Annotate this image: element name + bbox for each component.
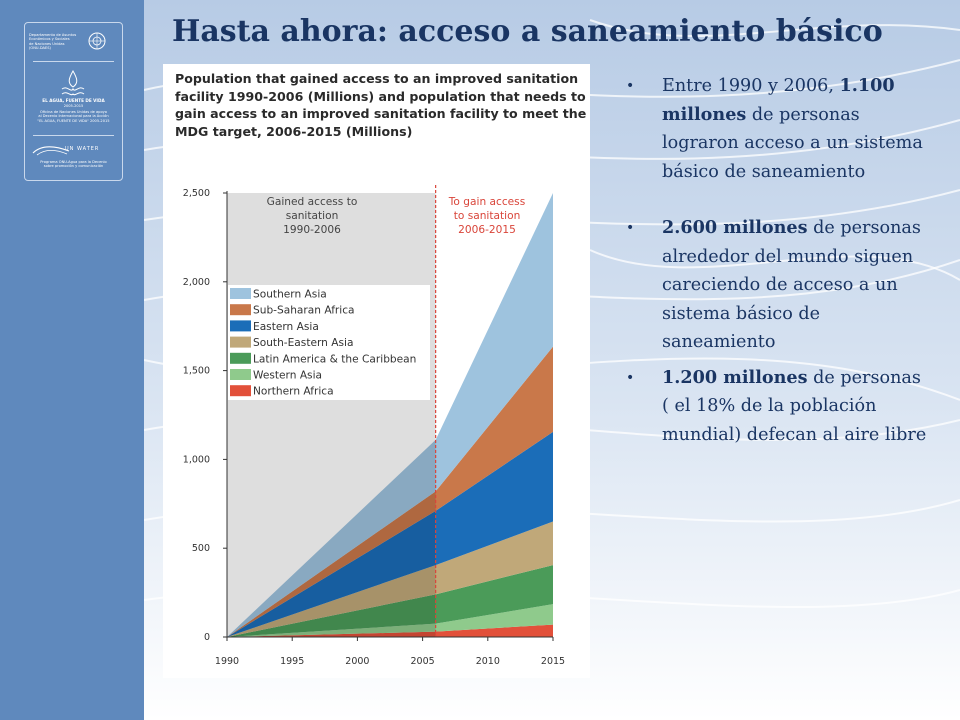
un-logo-panel: Departamento de Asuntos Económicos y Soc… [24, 22, 123, 181]
un-water-name: UN WATER [65, 146, 100, 152]
x-tick-label: 1990 [215, 656, 239, 667]
un-water-text: Programa ONU-Agua para la Decenio sobre … [40, 160, 107, 169]
area-series-northern-africa [227, 624, 553, 637]
legend-label: South-Eastern Asia [253, 337, 353, 349]
historic-period-shade [227, 193, 436, 637]
bullet-icon: • [626, 220, 635, 236]
x-tick-label: 2005 [411, 656, 435, 667]
legend-swatch [230, 320, 251, 332]
un-water-icon [32, 146, 70, 156]
decade-years: 2005-2015 [63, 104, 84, 108]
x-tick-label: 2010 [476, 656, 500, 667]
un-emblem-icon [88, 32, 106, 50]
y-tick-label: 500 [192, 543, 210, 554]
bullet-icon: • [626, 369, 635, 386]
chart-panel: 0 500 1,000 1,500 2,000 2,500 1990 1995 2000 2005… [163, 64, 590, 678]
slide-title: Hasta ahora: acceso a saneamiento básico [172, 14, 883, 49]
to-gain-annotation-line: to sanitation [454, 210, 521, 222]
decade-title: EL AGUA, FUENTE DE VIDA [42, 98, 105, 103]
x-tick-label: 2015 [541, 656, 565, 667]
area-series-western-asia [227, 604, 553, 637]
legend-swatch [230, 304, 251, 316]
bullet-item: • 2.600 millones de personas alrededor d… [622, 214, 932, 357]
to-gain-annotation-line: To gain access [448, 196, 525, 208]
legend-swatch [230, 352, 251, 364]
bullet-icon: • [626, 78, 635, 94]
y-tick-label: 1,000 [183, 454, 210, 465]
water-decade-icon [61, 69, 85, 96]
y-tick-label: 0 [204, 632, 210, 643]
gained-annotation-line: Gained access to [267, 196, 358, 208]
legend-swatch [230, 288, 251, 299]
sidebar-panel: Departamento de Asuntos Económicos y Soc… [0, 0, 144, 720]
logo-divider [33, 61, 114, 62]
x-tick-label: 1995 [280, 656, 304, 667]
to-gain-annotation-line: 2006-2015 [458, 224, 516, 236]
legend-label: Southern Asia [253, 289, 327, 301]
legend-swatch [230, 385, 251, 397]
x-tick-label: 2000 [345, 656, 369, 667]
legend-label: Northern Africa [253, 386, 334, 398]
bullet-item: • Entre 1990 y 2006, 1.100 millones de p… [622, 72, 932, 186]
chart-title: Population that gained access to an impr… [175, 71, 587, 139]
bullet-item: • 1.200 millones de personas ( el 18% de… [622, 364, 932, 450]
area-chart: 0 500 1,000 1,500 2,000 2,500 1990 1995 2000 2005… [183, 185, 565, 667]
legend-box [228, 285, 430, 400]
legend-swatch [230, 336, 251, 348]
legend-label: Eastern Asia [253, 321, 319, 333]
gained-annotation-line: sanitation [286, 210, 339, 222]
area-series-eastern-asia [227, 431, 553, 637]
gained-annotation-line: 1990-2006 [283, 224, 341, 236]
legend-swatch [230, 369, 251, 380]
area-series-latin-america-the-caribbean [227, 565, 553, 637]
legend-label: Latin America & the Caribbean [253, 353, 416, 365]
bullet-list: • Entre 1990 y 2006, 1.100 millones de p… [622, 72, 932, 449]
y-tick-label: 2,000 [183, 277, 210, 288]
y-tick-label: 2,500 [183, 188, 210, 199]
area-series-south-eastern-asia [227, 521, 553, 637]
office-text: Oficina de Naciones Unidas de apoyo al D… [37, 110, 110, 123]
logo-divider [33, 135, 114, 136]
un-dept-text: Departamento de Asuntos Económicos y Soc… [29, 33, 77, 51]
legend-label: Western Asia [253, 370, 322, 382]
area-series-southern-asia [227, 193, 553, 637]
y-tick-label: 1,500 [183, 366, 210, 377]
legend-label: Sub-Saharan Africa [253, 305, 355, 317]
